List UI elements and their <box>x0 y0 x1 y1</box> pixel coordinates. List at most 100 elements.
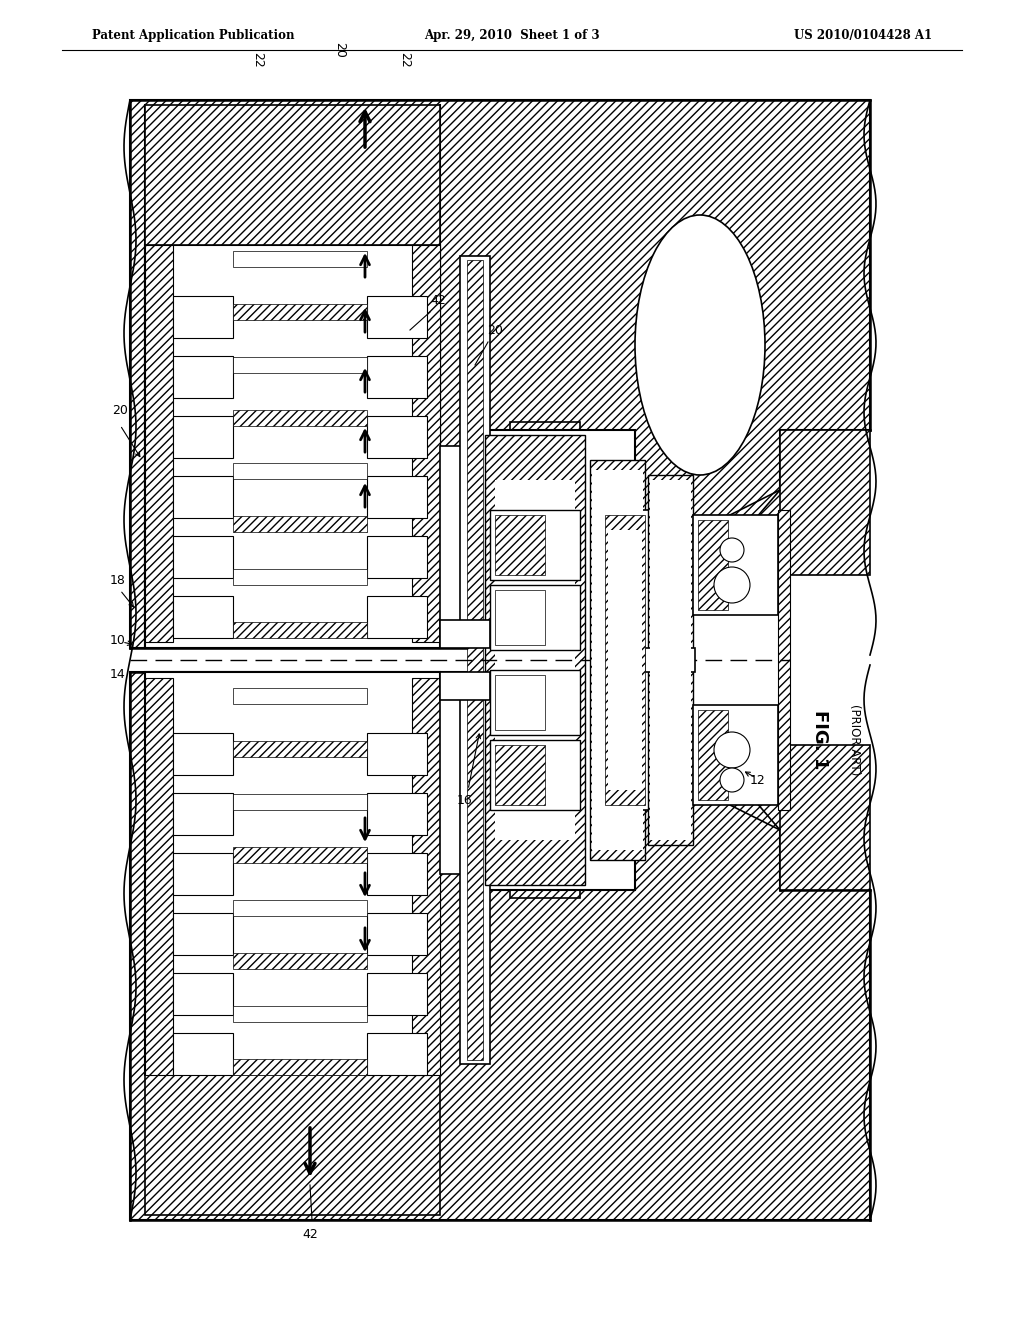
Bar <box>367 536 427 578</box>
Text: 16: 16 <box>457 793 473 807</box>
Polygon shape <box>590 490 780 610</box>
Bar <box>233 251 367 267</box>
Bar <box>233 356 367 374</box>
Bar <box>460 256 490 645</box>
Polygon shape <box>590 430 870 624</box>
Bar <box>233 1059 367 1074</box>
Bar <box>145 106 440 246</box>
Polygon shape <box>590 710 780 830</box>
Bar <box>650 480 691 840</box>
Text: Patent Application Publication: Patent Application Publication <box>92 29 295 41</box>
Bar <box>173 913 233 954</box>
Bar <box>698 710 728 800</box>
Bar <box>590 459 645 861</box>
Bar <box>233 900 367 916</box>
Bar <box>173 733 233 775</box>
Bar <box>173 536 233 578</box>
Text: 42: 42 <box>302 1229 317 1242</box>
Bar <box>367 1034 427 1074</box>
Text: FIG. 1: FIG. 1 <box>811 710 829 770</box>
Bar <box>173 853 233 895</box>
Text: 10: 10 <box>110 634 126 647</box>
Bar <box>233 688 367 704</box>
Bar <box>495 590 545 645</box>
Bar <box>173 416 233 458</box>
Polygon shape <box>130 100 870 648</box>
Bar <box>173 477 233 517</box>
Bar <box>233 569 367 585</box>
Text: Apr. 29, 2010  Sheet 1 of 3: Apr. 29, 2010 Sheet 1 of 3 <box>424 29 600 41</box>
Bar <box>485 436 630 884</box>
Bar <box>412 246 440 642</box>
Bar <box>145 678 173 1074</box>
Polygon shape <box>592 579 785 741</box>
Bar <box>233 622 367 638</box>
Bar <box>367 793 427 836</box>
Bar <box>233 741 367 756</box>
Bar <box>367 477 427 517</box>
Text: US 2010/0104428 A1: US 2010/0104428 A1 <box>794 29 932 41</box>
Bar <box>495 515 545 576</box>
Circle shape <box>720 539 744 562</box>
Bar <box>145 246 173 642</box>
Bar <box>495 744 545 805</box>
Bar <box>600 510 675 810</box>
Bar <box>778 510 790 810</box>
Bar <box>698 520 728 610</box>
Text: 14: 14 <box>111 668 126 681</box>
Bar <box>233 1006 367 1022</box>
Polygon shape <box>145 106 440 648</box>
Bar <box>367 853 427 895</box>
Bar <box>173 1034 233 1074</box>
Bar <box>467 260 483 1060</box>
Text: 20: 20 <box>334 42 346 58</box>
Bar <box>367 913 427 954</box>
Text: 22: 22 <box>398 51 412 67</box>
Bar <box>495 675 545 730</box>
Bar <box>592 470 643 850</box>
Bar <box>367 733 427 775</box>
Bar <box>485 436 585 884</box>
Bar <box>173 793 233 836</box>
Bar <box>645 648 695 672</box>
Bar <box>440 672 490 700</box>
Bar <box>648 475 693 845</box>
Bar <box>173 296 233 338</box>
Bar <box>233 953 367 969</box>
Text: 22: 22 <box>252 51 264 67</box>
Text: 18: 18 <box>110 573 126 586</box>
Bar <box>490 510 580 579</box>
Ellipse shape <box>635 215 765 475</box>
Bar <box>367 416 427 458</box>
Bar <box>510 422 580 632</box>
Text: 20: 20 <box>112 404 128 417</box>
Bar <box>510 688 580 898</box>
Bar <box>495 480 575 840</box>
Bar <box>367 356 427 399</box>
Bar <box>440 675 488 874</box>
Bar <box>693 515 778 615</box>
Text: 20: 20 <box>487 323 503 337</box>
Text: (PRIOR ART): (PRIOR ART) <box>849 705 861 776</box>
Text: 12: 12 <box>751 774 766 787</box>
Bar <box>693 705 778 805</box>
Bar <box>173 973 233 1015</box>
Bar <box>490 585 580 649</box>
Bar <box>367 296 427 338</box>
Bar <box>490 741 580 810</box>
Bar <box>412 678 440 1074</box>
Circle shape <box>714 733 750 768</box>
Bar <box>233 411 367 426</box>
Bar <box>145 246 440 648</box>
Bar <box>233 795 367 810</box>
Bar <box>440 620 490 648</box>
Circle shape <box>714 568 750 603</box>
Bar <box>173 597 233 638</box>
Bar <box>608 531 642 789</box>
Bar <box>480 430 635 890</box>
Bar <box>490 671 580 735</box>
Bar <box>233 304 367 319</box>
Bar <box>460 675 490 1064</box>
Bar <box>233 463 367 479</box>
Bar <box>173 356 233 399</box>
